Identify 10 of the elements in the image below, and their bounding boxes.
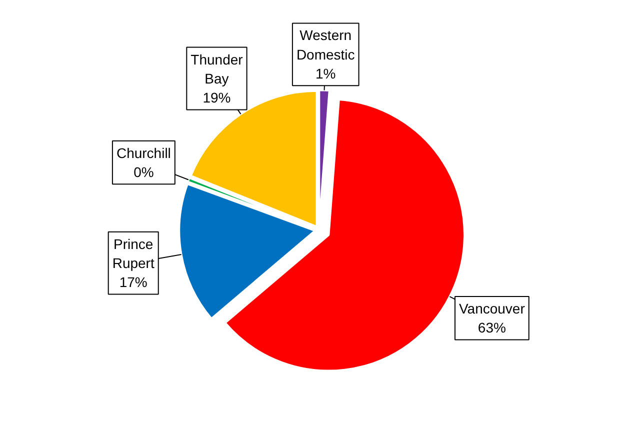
data-label: 19% — [202, 90, 231, 106]
data-label: 17% — [119, 274, 148, 290]
data-label: 1% — [316, 66, 336, 82]
slice-label: Western Domestic — [296, 27, 355, 62]
slice-label: Vancouver — [458, 300, 526, 317]
slice-label: Churchill — [116, 144, 171, 161]
data-label: 63% — [478, 320, 506, 336]
slice-label: Prince Rupert — [112, 236, 154, 272]
slice-label: Thunder Bay — [190, 51, 244, 87]
data-label: 0% — [134, 164, 154, 180]
